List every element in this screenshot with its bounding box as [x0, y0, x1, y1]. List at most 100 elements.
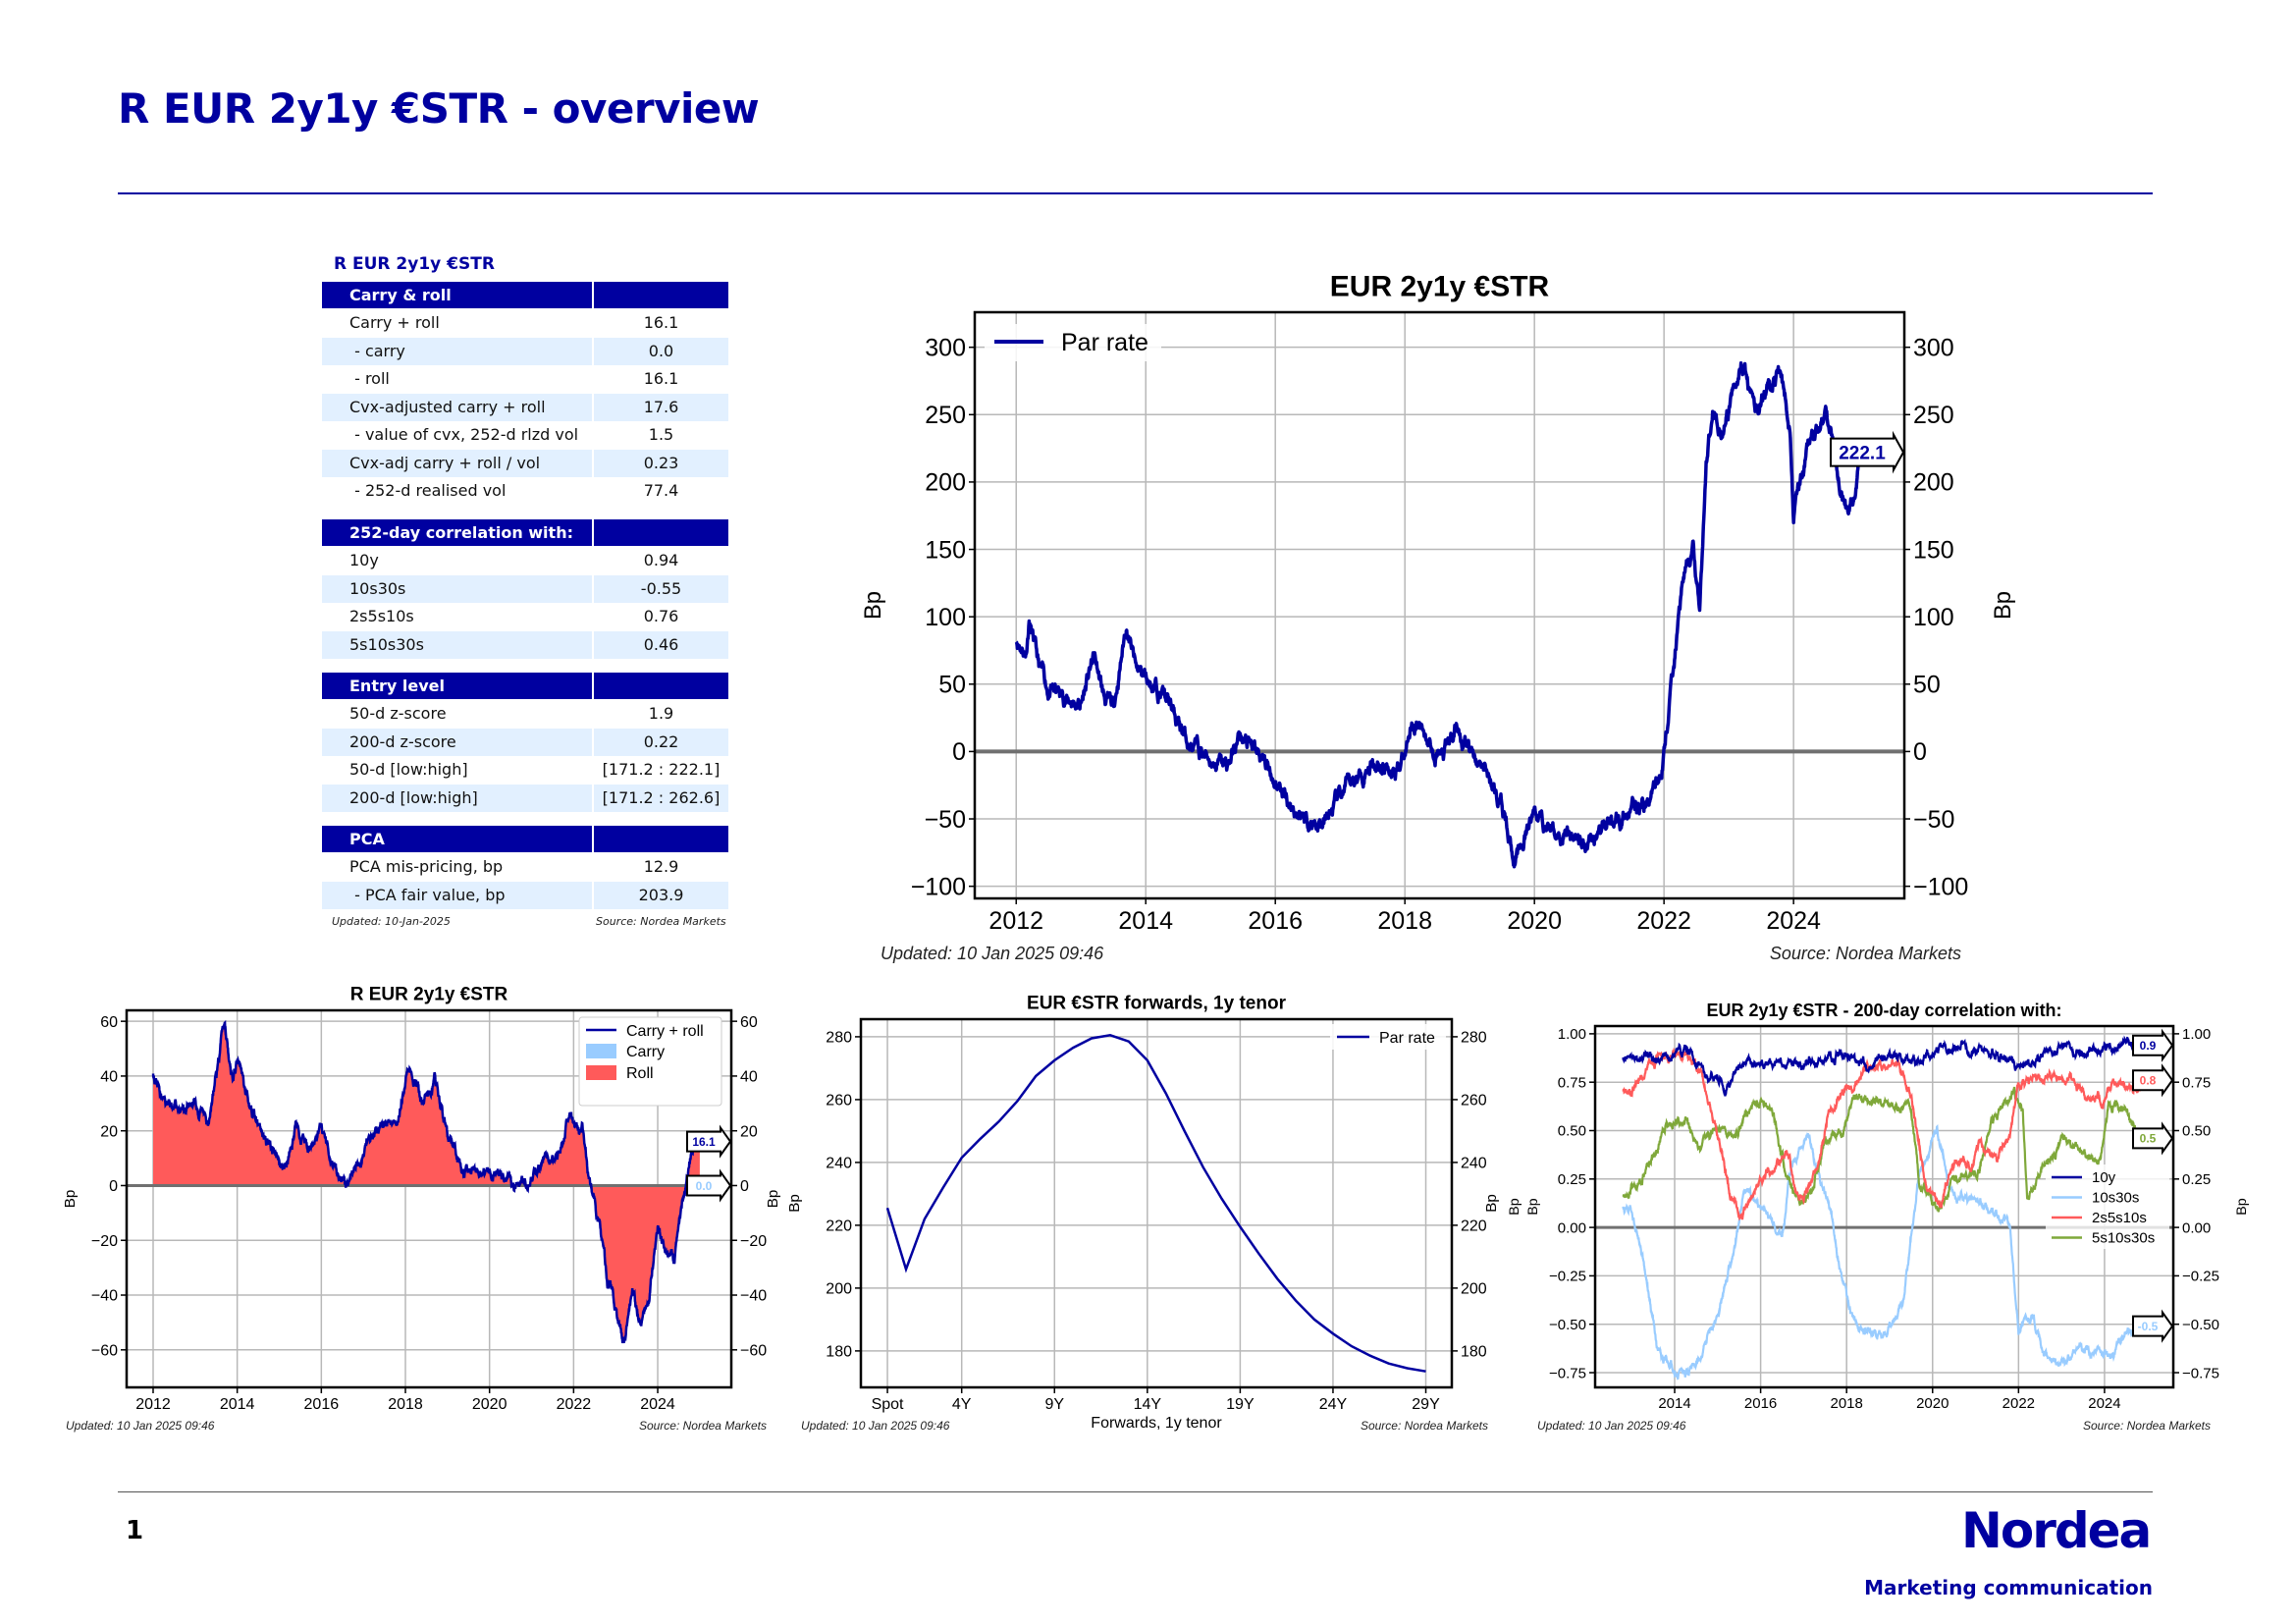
y-tick-label-right: 100	[1913, 604, 1954, 631]
plot-frame	[973, 310, 1906, 900]
y-axis-label-right: Bp	[2234, 1198, 2250, 1216]
legend-label-2s5s10s: 2s5s10s	[2092, 1210, 2147, 1226]
table-updated: Updated: 10-Jan-2025	[332, 915, 451, 928]
row-label: 50-d [low:high]	[349, 760, 468, 779]
table-row: Cvx-adj carry + roll / vol 0.23	[322, 449, 728, 477]
legend-label-carry: Carry	[626, 1044, 665, 1060]
table-row: Cvx-adjusted carry + roll 17.6	[322, 393, 728, 421]
y-tick-label: 0.75	[1558, 1074, 1586, 1091]
last-value-callout: 16.1	[686, 1124, 732, 1159]
row-label: - roll	[349, 369, 390, 388]
row-label: Cvx-adj carry + roll / vol	[322, 449, 592, 477]
y-tick-label: 40	[100, 1069, 118, 1086]
y-tick-label-right: 280	[1461, 1030, 1487, 1047]
y-axis-label: Bp	[1507, 1198, 1522, 1216]
callout-value: 222.1	[1839, 443, 1886, 463]
table-row: 10s30s -0.55	[322, 574, 728, 603]
y-axis-label-secondary: Bp	[1524, 1198, 1540, 1215]
correlation-line-5s10s30s	[1622, 1086, 2149, 1213]
y-axis-label: Bp	[786, 1194, 803, 1213]
y-axis-label-right: Bp	[1990, 591, 2016, 620]
callout-arrow-shape	[686, 1168, 732, 1203]
correlation-line-10y	[1622, 1034, 2149, 1097]
y-tick-label-right: 1.00	[2182, 1026, 2211, 1043]
table-row: Carry + roll 16.1	[322, 309, 728, 338]
chart-title: R EUR 2y1y €STR	[350, 985, 508, 1005]
y-tick-label: 150	[925, 536, 966, 564]
table-title: R EUR 2y1y €STR	[334, 254, 495, 274]
row-label: 5s10s30s	[322, 630, 592, 659]
y-tick-label-right: −50	[1913, 806, 1954, 834]
section-header-label: Carry & roll	[322, 282, 592, 308]
legend: Carry + roll Carry Roll	[578, 1016, 722, 1107]
y-tick-label: 0.00	[1558, 1219, 1586, 1236]
row-label: - value of cvx, 252-d rlzd vol	[349, 425, 579, 444]
legend-label-par-rate: Par rate	[1061, 329, 1148, 356]
table-row: - roll 16.1	[322, 365, 728, 394]
callout-arrow-shape	[2132, 1063, 2174, 1098]
x-tick-label: 2016	[1744, 1395, 1777, 1412]
y-tick-label-right: −0.75	[2182, 1365, 2219, 1381]
x-tick-label: 19Y	[1226, 1396, 1255, 1413]
last-value-callout: 0.9	[2132, 1028, 2174, 1062]
table-section: PCA PCA mis-pricing, bp 12.9 - PCA fair va…	[322, 826, 728, 909]
section-header-value-cell	[594, 519, 728, 546]
legend-label-10y: 10y	[2092, 1169, 2116, 1186]
last-value-callout: 0.0	[686, 1168, 732, 1203]
legend-swatch-roll	[586, 1065, 616, 1080]
y-tick-label-right: 220	[1461, 1218, 1487, 1234]
y-tick-label: −20	[91, 1233, 118, 1250]
row-value: 0.22	[594, 728, 728, 756]
y-tick-label: 280	[826, 1030, 852, 1047]
y-tick-label: 180	[826, 1343, 852, 1360]
row-value: 77.4	[643, 481, 679, 500]
row-value: 1.9	[648, 704, 674, 723]
correlation-line-2s5s10s	[1622, 1047, 2149, 1221]
x-tick-label: 2022	[557, 1396, 592, 1413]
y-tick-label: 0	[109, 1178, 118, 1195]
row-value: 17.6	[594, 393, 728, 421]
legend-label-roll: Roll	[626, 1065, 654, 1082]
y-tick-label: 50	[938, 672, 966, 699]
legend-swatch-carry	[586, 1044, 616, 1058]
x-tick-label: 2018	[1377, 907, 1432, 935]
table-section: Entry level 50-d z-score 1.9 200-d z-score 0…	[322, 673, 728, 812]
marketing-communication-label: Marketing communication	[1864, 1576, 2153, 1599]
row-label: Carry + roll	[349, 313, 440, 332]
y-axis-label-right: Bp	[1483, 1194, 1500, 1213]
table-row: - PCA fair value, bp 203.9	[322, 881, 728, 909]
plot-frame	[1593, 1024, 2175, 1389]
y-tick-label-right: −0.25	[2182, 1269, 2219, 1285]
x-axis-label: Forwards, 1y tenor	[1091, 1415, 1222, 1432]
legend: 10y 10s30s 2s5s10s 5s10s30s	[2046, 1164, 2169, 1249]
x-tick-label: 2018	[1830, 1395, 1862, 1412]
row-label: - 252-d realised vol	[349, 481, 507, 500]
x-tick-label: 2012	[988, 907, 1043, 935]
x-tick-label: 2014	[220, 1396, 255, 1413]
section-header: 252-day correlation with:	[322, 519, 728, 546]
y-tick-label-right: 240	[1461, 1156, 1487, 1172]
y-tick-label: −100	[911, 873, 966, 900]
legend: Par rate	[985, 324, 1161, 361]
page-title: R EUR 2y1y €STR - overview	[118, 84, 760, 133]
y-tick-label-right: −100	[1913, 873, 1968, 900]
forwards-chart-updated: Updated: 10 Jan 2025 09:46	[801, 1419, 950, 1433]
legend-label-10s30s: 10s30s	[2092, 1190, 2139, 1207]
y-tick-label-right: 0	[740, 1178, 749, 1195]
forwards-chart-source: Source: Nordea Markets	[1360, 1419, 1488, 1433]
callout-value: 16.1	[692, 1135, 716, 1149]
callout-value: -0.5	[2138, 1320, 2159, 1333]
y-tick-label: 240	[826, 1156, 852, 1172]
x-tick-label: 2022	[2002, 1395, 2035, 1412]
y-tick-label-right: −40	[740, 1288, 767, 1305]
section-header-value-cell	[594, 282, 728, 308]
carry-chart-updated: Updated: 10 Jan 2025 09:46	[66, 1419, 215, 1433]
legend-box	[2046, 1164, 2169, 1249]
legend-label-par-rate: Par rate	[1379, 1030, 1435, 1047]
table-row: - 252-d realised vol 77.4	[322, 477, 728, 506]
y-tick-label-right: 200	[1461, 1280, 1487, 1297]
section-header: Carry & roll	[322, 282, 728, 308]
row-label: PCA mis-pricing, bp	[349, 857, 504, 876]
